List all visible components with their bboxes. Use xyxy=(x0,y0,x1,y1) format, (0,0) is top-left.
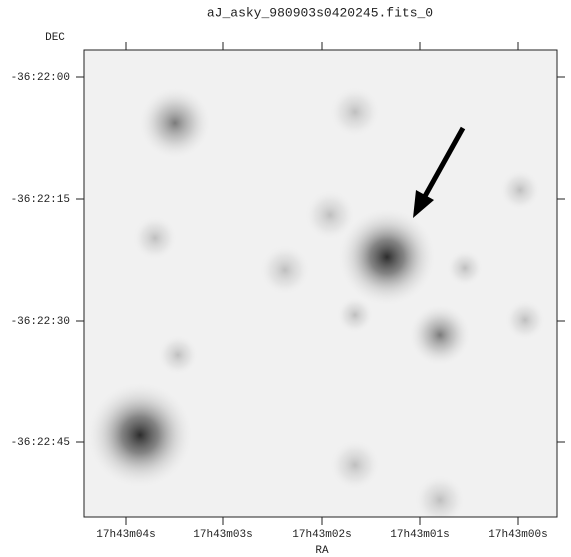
sky-image xyxy=(84,50,557,517)
y-tick-label: -36:22:00 xyxy=(11,72,70,84)
x-tick-label: 17h43m04s xyxy=(96,529,155,541)
image-title: aJ_asky_980903s0420245.fits_0 xyxy=(207,5,433,20)
x-tick-label: 17h43m00s xyxy=(488,529,547,541)
arrow xyxy=(413,126,466,218)
tick-marks xyxy=(76,42,565,525)
y-tick-label: -36:22:45 xyxy=(11,437,70,449)
y-axis-label: DEC xyxy=(45,32,65,44)
plot-frame xyxy=(83,49,558,518)
x-tick-label: 17h43m03s xyxy=(193,529,252,541)
x-tick-label: 17h43m01s xyxy=(390,529,449,541)
y-tick-label: -36:22:15 xyxy=(11,194,70,206)
x-tick-label: 17h43m02s xyxy=(292,529,351,541)
y-tick-label: -36:22:30 xyxy=(11,316,70,328)
x-axis-label: RA xyxy=(315,545,329,557)
